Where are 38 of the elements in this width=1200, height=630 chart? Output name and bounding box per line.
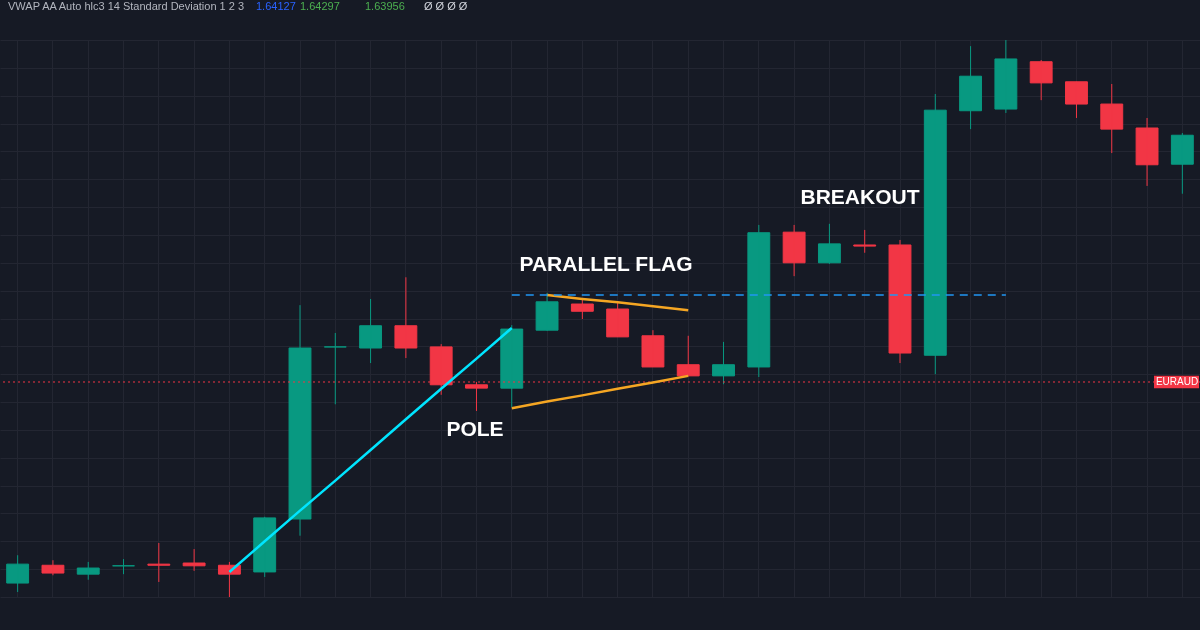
- candlestick: [253, 516, 277, 578]
- text: VWAP AA Auto hlc3 14 Standard Deviation 1 2 3: [8, 0, 245, 12]
- annotation: BREAKOUT: [800, 185, 920, 208]
- text: Ø Ø Ø Ø: [424, 0, 468, 12]
- candlestick: [606, 302, 630, 338]
- candlestick: [41, 559, 65, 576]
- candlestick: [817, 223, 841, 265]
- candlestick: [182, 548, 206, 572]
- candlestick: [147, 542, 171, 583]
- candlestick: [1135, 117, 1159, 187]
- candlestick: [570, 298, 594, 320]
- candlestick: [394, 276, 418, 359]
- candlestick: [359, 298, 383, 364]
- candlestick: [1065, 81, 1088, 119]
- text: 1.64127: [256, 0, 296, 12]
- ref-line-label: EURAUD: [1155, 376, 1199, 387]
- annotation: POLE: [446, 417, 504, 440]
- candlestick: [1100, 83, 1124, 154]
- candlestick: [535, 292, 559, 332]
- candlestick: [747, 224, 771, 378]
- text: 1.64297: [300, 0, 340, 12]
- candlestick: [641, 329, 665, 368]
- candlestick: [959, 45, 983, 130]
- candlestick: [112, 558, 135, 575]
- candlestick: [676, 335, 700, 377]
- text: 1.63956: [365, 0, 405, 12]
- candlestick: [6, 554, 30, 593]
- candlestick: [853, 229, 877, 254]
- candlestick: [888, 239, 912, 364]
- candlestick: [712, 341, 735, 385]
- candlestick: [76, 561, 100, 581]
- annotation: PARALLEL FLAG: [519, 252, 693, 275]
- candlestick: [500, 324, 524, 408]
- candlestick: [1170, 132, 1194, 195]
- candlestick: [782, 224, 806, 277]
- candlestick: [994, 39, 1018, 114]
- candlestick: [323, 332, 347, 405]
- candlestick: [1029, 59, 1053, 101]
